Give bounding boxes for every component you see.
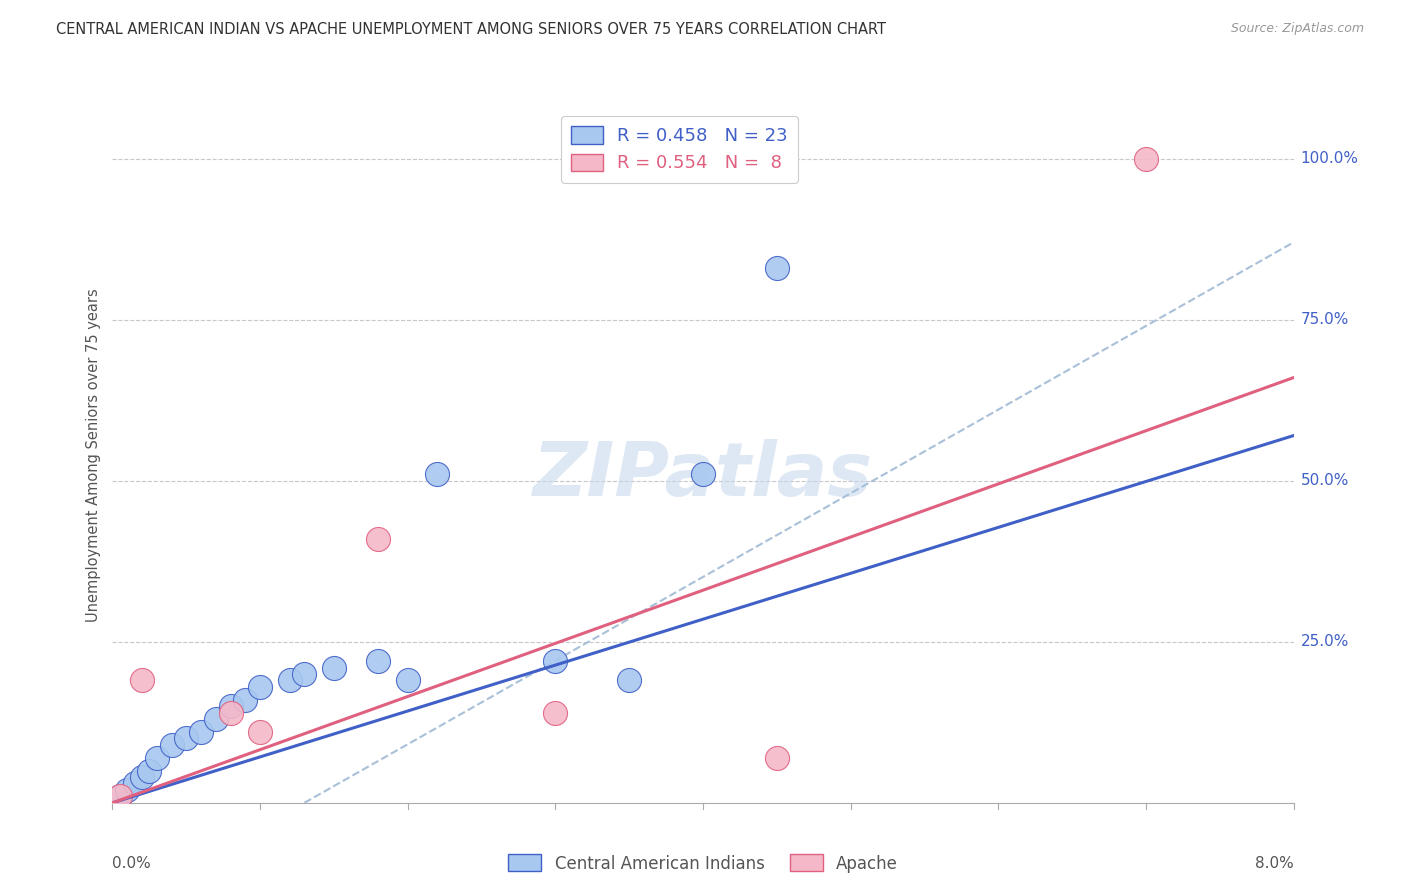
- Point: [117, 783, 138, 797]
- Text: 25.0%: 25.0%: [1301, 634, 1348, 649]
- Point: [323, 660, 346, 674]
- Point: [1135, 152, 1157, 166]
- Point: [205, 712, 228, 726]
- Text: 8.0%: 8.0%: [1254, 856, 1294, 871]
- Text: 0.0%: 0.0%: [112, 856, 152, 871]
- Point: [160, 738, 183, 752]
- Text: 50.0%: 50.0%: [1301, 473, 1348, 488]
- Point: [108, 789, 131, 804]
- Point: [426, 467, 449, 482]
- Text: 75.0%: 75.0%: [1301, 312, 1348, 327]
- Point: [367, 654, 389, 668]
- Point: [619, 673, 641, 688]
- Point: [219, 699, 242, 714]
- Point: [138, 764, 160, 778]
- Point: [249, 725, 271, 739]
- Point: [190, 725, 212, 739]
- Point: [249, 680, 271, 694]
- Text: ZIPatlas: ZIPatlas: [533, 439, 873, 512]
- Point: [219, 706, 242, 720]
- Point: [544, 654, 567, 668]
- Text: Source: ZipAtlas.com: Source: ZipAtlas.com: [1230, 22, 1364, 36]
- Point: [131, 770, 153, 784]
- Point: [174, 731, 197, 746]
- Text: CENTRAL AMERICAN INDIAN VS APACHE UNEMPLOYMENT AMONG SENIORS OVER 75 YEARS CORRE: CENTRAL AMERICAN INDIAN VS APACHE UNEMPL…: [56, 22, 886, 37]
- Legend: R = 0.458   N = 23, R = 0.554   N =  8: R = 0.458 N = 23, R = 0.554 N = 8: [561, 116, 797, 183]
- Point: [396, 673, 419, 688]
- Y-axis label: Unemployment Among Seniors over 75 years: Unemployment Among Seniors over 75 years: [86, 288, 101, 622]
- Text: 100.0%: 100.0%: [1301, 151, 1358, 166]
- Point: [108, 789, 131, 804]
- Point: [765, 750, 787, 764]
- Point: [544, 706, 567, 720]
- Point: [367, 532, 389, 546]
- Point: [233, 692, 256, 706]
- Point: [146, 750, 169, 764]
- Point: [131, 673, 153, 688]
- Point: [278, 673, 301, 688]
- Legend: Central American Indians, Apache: Central American Indians, Apache: [502, 847, 904, 880]
- Point: [765, 261, 787, 276]
- Point: [292, 667, 315, 681]
- Point: [124, 776, 146, 790]
- Point: [692, 467, 714, 482]
